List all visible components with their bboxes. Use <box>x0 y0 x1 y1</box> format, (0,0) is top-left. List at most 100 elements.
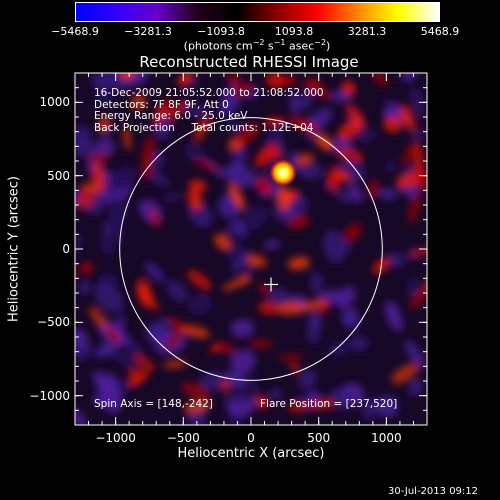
emission-blob <box>467 287 492 318</box>
axis-ticks <box>75 73 427 425</box>
emission-blob <box>457 190 472 225</box>
flare-source <box>269 158 298 187</box>
x-tick-label: −500 <box>166 431 200 445</box>
emission-blob <box>256 178 271 196</box>
emission-blob <box>296 153 314 166</box>
x-tick-label: 1000 <box>371 431 402 445</box>
emission-blob <box>319 89 332 101</box>
emission-blob <box>166 328 183 350</box>
emission-blob <box>378 188 397 201</box>
emission-blob <box>310 272 324 293</box>
emission-blob <box>307 310 322 345</box>
emission-blob <box>357 128 378 144</box>
emission-blob <box>341 80 356 97</box>
emission-blob <box>222 277 249 291</box>
colorbar-tick-label: −3281.3 <box>124 25 172 38</box>
emission-blob <box>464 159 473 192</box>
info-line-time: 16-Dec-2009 21:05:52.000 to 21:08:52.000 <box>94 87 324 99</box>
emission-blob <box>133 354 156 372</box>
emission-blob <box>149 208 161 228</box>
emission-blob <box>343 223 362 243</box>
emission-blob <box>391 363 419 384</box>
spin-axis-label: Spin Axis = [148,-242] <box>94 398 213 410</box>
emission-blob <box>240 206 269 231</box>
emission-blob <box>289 117 320 134</box>
emission-blob <box>299 163 324 181</box>
emission-blob <box>327 340 351 357</box>
emission-blob <box>409 247 427 257</box>
emission-blob <box>289 92 300 115</box>
emission-blob <box>269 388 283 401</box>
emission-blob <box>187 269 212 291</box>
emission-blob <box>44 202 59 224</box>
emission-blob <box>336 0 360 7</box>
info-line-energy: Energy Range: 6.0 - 25.0 keV <box>94 110 248 122</box>
emission-blob <box>209 342 222 355</box>
emission-blob <box>75 339 92 361</box>
emission-blob <box>166 100 187 122</box>
emission-blob <box>75 194 96 209</box>
emission-blob <box>193 159 221 171</box>
emission-blob <box>310 398 335 410</box>
colorbar-tick-label: 5468.9 <box>420 25 460 38</box>
emission-blob <box>263 124 286 151</box>
emission-blob <box>384 160 397 173</box>
emission-blob <box>181 325 211 339</box>
emission-blob <box>230 349 256 374</box>
emission-blob <box>194 115 211 142</box>
emission-blob <box>228 183 245 210</box>
x-axis-label: Heliocentric X (arcsec) <box>177 446 325 461</box>
emission-blob <box>460 19 481 43</box>
x-tick-label: 500 <box>307 431 331 445</box>
emission-blob <box>298 89 315 111</box>
emission-blob <box>336 147 364 163</box>
emission-blob <box>163 97 172 116</box>
emission-blob <box>163 360 187 369</box>
emission-blob <box>102 219 112 242</box>
emission-blob <box>396 172 421 189</box>
emission-blob <box>169 9 190 29</box>
emission-blob <box>415 169 427 189</box>
emission-blob <box>220 0 251 3</box>
emission-blob <box>75 138 96 158</box>
emission-blob <box>136 278 153 308</box>
emission-blob <box>376 395 399 418</box>
emission-blob <box>329 387 352 410</box>
emission-blob <box>287 256 311 270</box>
y-tick-label: 1000 <box>39 95 70 110</box>
y-tick-label: 500 <box>47 168 70 183</box>
colorbar-tick-label: −5468.9 <box>51 25 99 38</box>
emission-blob <box>99 381 123 414</box>
emission-blob <box>196 46 224 70</box>
emission-blob <box>214 234 231 250</box>
emission-blob <box>248 339 273 349</box>
y-tick-label: −1000 <box>29 388 70 403</box>
emission-blob <box>486 63 500 92</box>
emission-blob <box>264 239 281 250</box>
emission-blob <box>181 382 209 399</box>
emission-blob <box>312 34 343 55</box>
emission-blob <box>95 139 115 155</box>
emission-blob <box>183 399 212 414</box>
emission-blob <box>110 351 134 370</box>
emission-blob <box>232 82 254 98</box>
emission-blob <box>438 247 456 269</box>
colorbar-units: (photons cm−2 s−1 asec−2) <box>183 38 331 53</box>
emission-blob <box>265 73 284 89</box>
y-tick-label: −500 <box>37 315 70 330</box>
emission-blob <box>75 407 87 425</box>
emission-blob <box>427 339 449 360</box>
emission-blob <box>384 300 403 332</box>
emission-blob <box>255 143 279 167</box>
emission-blob <box>162 191 182 203</box>
emission-blob <box>277 186 291 212</box>
emission-blob <box>413 41 442 73</box>
info-line-method: Back Projection Total counts: 1.12E+04 <box>94 121 314 134</box>
emission-blob <box>89 306 108 330</box>
colorbar-tick-label: −1093.8 <box>197 25 245 38</box>
emission-blob <box>386 252 405 268</box>
emission-blob <box>221 380 231 392</box>
emission-blob <box>350 335 368 352</box>
emission-blob <box>98 114 111 133</box>
